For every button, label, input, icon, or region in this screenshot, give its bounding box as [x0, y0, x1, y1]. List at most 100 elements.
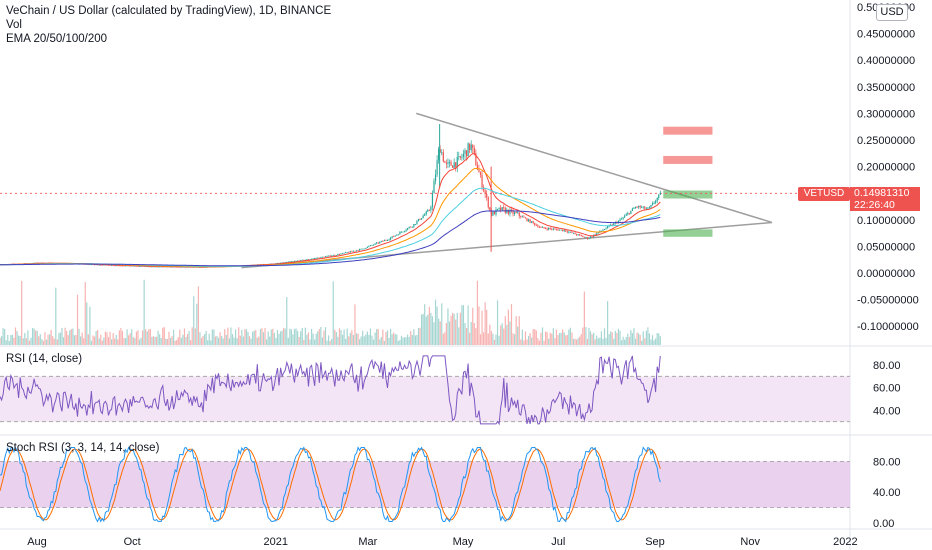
candle-body	[306, 259, 308, 261]
volume-bar	[607, 301, 609, 345]
volume-bar	[605, 338, 607, 345]
volume-bar	[321, 337, 323, 345]
candle-body	[149, 266, 151, 268]
volume-bar	[541, 327, 544, 345]
candle-body	[503, 207, 505, 209]
volume-bar	[36, 330, 38, 345]
chart-title[interactable]: VeChain / US Dollar (calculated by Tradi…	[6, 5, 332, 17]
volume-bar	[510, 304, 513, 345]
volume-bar	[379, 339, 381, 345]
volume-bar	[193, 296, 195, 345]
volume-bar	[413, 329, 415, 345]
candle-body	[472, 144, 474, 148]
volume-bar	[177, 337, 179, 345]
volume-bar	[602, 338, 604, 345]
volume-bar	[191, 327, 193, 345]
volume-bar	[537, 338, 539, 345]
volume-bar	[309, 339, 311, 345]
volume-bar	[479, 334, 482, 345]
volume-bar	[101, 340, 103, 345]
candle-body	[146, 266, 148, 268]
price-axis-label: 0.45000000	[857, 29, 915, 41]
candle-body	[523, 216, 525, 218]
time-axis-label: May	[453, 536, 474, 548]
stoch-k-line	[0, 446, 661, 523]
rsi-legend[interactable]: RSI (14, close)	[6, 353, 83, 365]
candle-body	[558, 229, 561, 231]
volume-bar	[25, 338, 27, 345]
candle-body	[461, 157, 463, 158]
candle-body	[641, 207, 643, 209]
volume-bar	[5, 340, 7, 345]
volume-bar	[211, 329, 213, 345]
candle-body	[617, 220, 620, 224]
volume-bar	[594, 339, 596, 345]
ema-indicator-label[interactable]: EMA 20/50/100/200	[6, 33, 108, 45]
candle-body	[484, 190, 486, 194]
volume-bar	[132, 337, 134, 345]
candle-body	[140, 266, 142, 267]
volume-bar	[214, 336, 217, 345]
volume-bar	[39, 334, 41, 345]
volume-bar	[433, 322, 435, 345]
stoch-rsi-legend[interactable]: Stoch RSI (3, 3, 14, 14, close)	[6, 442, 160, 454]
candle-body	[363, 248, 365, 250]
ema-line-ema200	[0, 210, 661, 267]
rsi-axis-label: 60.00	[873, 383, 901, 395]
candle-body	[284, 262, 286, 263]
candle-body	[380, 240, 382, 242]
volume-bar	[478, 306, 480, 345]
candle-body	[301, 259, 303, 261]
candle-body	[109, 265, 111, 267]
candle-body	[591, 236, 593, 238]
volume-bar	[586, 338, 589, 345]
candle-body	[131, 265, 133, 267]
currency-button[interactable]: USD	[876, 4, 908, 21]
volume-bar	[86, 302, 88, 345]
volume-bar	[529, 333, 531, 345]
volume-bar	[126, 329, 128, 345]
price-axis-label: 0.25000000	[857, 135, 915, 147]
volume-bar	[58, 333, 60, 345]
volume-bar	[517, 326, 519, 345]
volume-bar	[27, 330, 29, 345]
volume-bar	[30, 337, 32, 345]
candle-body	[448, 161, 451, 163]
volume-bar	[7, 334, 9, 345]
volume-bar	[442, 333, 444, 345]
volume-bar	[70, 329, 72, 345]
last-price-value: 0.14981310	[854, 187, 910, 199]
candle-body	[428, 210, 430, 211]
volume-bar	[557, 335, 559, 345]
volume-bar	[221, 336, 223, 345]
time-axis-label: 2021	[264, 536, 288, 548]
stoch-axis-label: 0.00	[873, 518, 894, 530]
candle-body	[600, 230, 602, 232]
candle-body	[287, 261, 289, 263]
volume-bar	[89, 306, 91, 345]
volume-bar	[427, 314, 429, 345]
volume-bar	[137, 330, 139, 345]
candle-body	[362, 248, 364, 250]
volume-bar	[295, 328, 297, 345]
candle-body	[340, 253, 342, 255]
candle-body	[289, 261, 291, 263]
volume-bar	[281, 330, 283, 345]
candle-body	[314, 258, 316, 259]
volume-bar	[560, 332, 562, 345]
volume-bar	[183, 328, 186, 345]
volume-indicator-label[interactable]: Vol	[6, 19, 22, 31]
volume-bar	[410, 331, 412, 345]
volume-bar	[286, 297, 288, 345]
volume-bar	[52, 336, 54, 345]
volume-bar	[349, 332, 351, 345]
candle-body	[154, 266, 156, 268]
volume-bar	[168, 331, 170, 345]
volume-bar	[585, 327, 587, 345]
volume-bar	[603, 328, 606, 345]
volume-bar	[549, 332, 551, 345]
rsi-panel	[0, 355, 850, 426]
candle-body	[496, 208, 499, 210]
volume-bar	[363, 336, 365, 345]
